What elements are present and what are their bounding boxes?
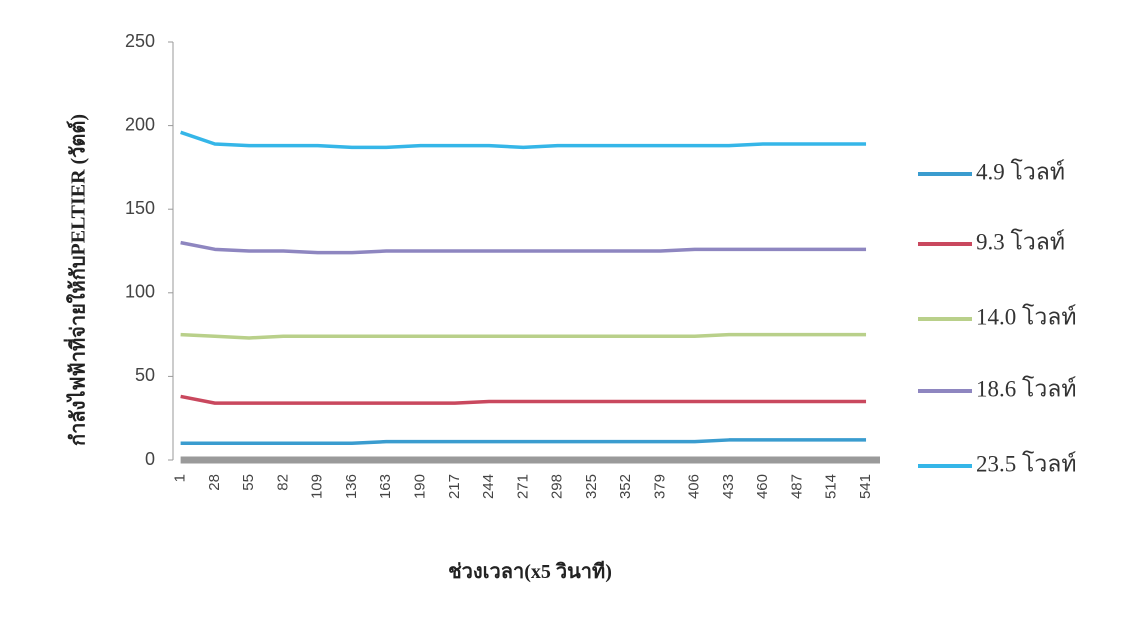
legend-label: 9.3 โวลท์ [976,228,1065,254]
x-tick-label: 325 [583,474,600,499]
x-tick-label: 460 [754,474,771,499]
legend-label: 14.0 โวลท์ [976,303,1077,329]
y-tick-label: 0 [145,449,155,469]
x-tick-label: 217 [446,474,463,499]
legend-label: 23.5 โวลท์ [976,450,1077,476]
legend-label: 18.6 โวลท์ [976,375,1077,401]
x-tick-label: 406 [686,474,703,499]
line-series [180,438,867,446]
x-tick-label: 271 [514,474,531,499]
x-tick-label: 298 [549,474,566,499]
line-series [180,240,867,255]
x-tick-label: 352 [617,474,634,499]
x-tick-label: 433 [720,474,737,499]
x-tick-label: 379 [651,474,668,499]
y-tick-label: 100 [125,282,155,302]
line-series [180,394,867,405]
y-tick-label: 200 [125,114,155,134]
x-tick-label: 487 [788,474,805,499]
x-tick-label: 55 [240,474,257,491]
x-tick-label: 541 [857,474,874,499]
x-axis-title: ช่วงเวลา(x5 วินาที) [448,560,612,583]
x-tick-label: 190 [411,474,428,499]
line-series [180,130,867,150]
x-tick-label: 82 [274,474,291,491]
y-axis-title: กำลังไฟฟ้าที่จ่ายให้กับPELTIER (วัตต์) [63,114,90,446]
x-tick-label: 1 [172,474,189,482]
y-tick-label: 50 [135,365,155,385]
x-tick-label: 514 [823,474,840,499]
x-tick-label: 136 [343,474,360,499]
x-tick-label: 163 [377,474,394,499]
line-series [180,332,867,340]
y-tick-label: 150 [125,198,155,218]
x-tick-label: 109 [309,474,326,499]
x-tick-label: 28 [206,474,223,491]
legend-label: 4.9 โวลท์ [976,158,1065,184]
x-tick-label: 244 [480,474,497,499]
y-tick-label: 250 [125,31,155,51]
